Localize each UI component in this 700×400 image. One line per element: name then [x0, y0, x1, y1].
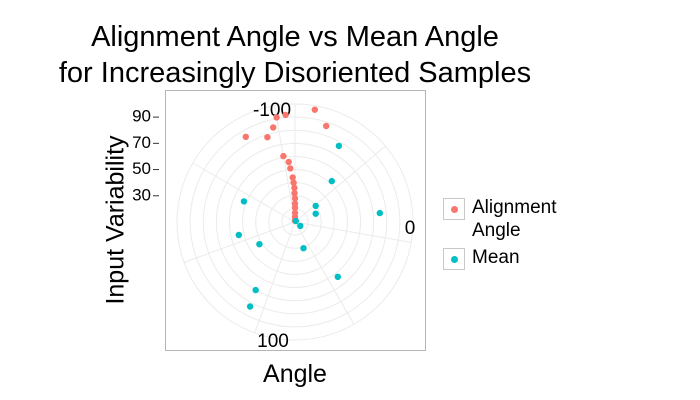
- angle-grid-spoke: [192, 162, 296, 223]
- legend-marker-icon: [451, 256, 458, 263]
- radial-tick-label: 30: [132, 185, 151, 204]
- angle-grid-spoke: [183, 221, 296, 263]
- radial-tick-label: 90: [132, 107, 151, 126]
- legend-marker-icon: [451, 206, 458, 213]
- mean-point: [240, 198, 248, 205]
- angle-grid-spoke: [294, 221, 412, 243]
- angle-grid-spoke: [274, 105, 296, 223]
- legend-label: Alignment Angle: [472, 197, 557, 241]
- angle-tick-label: 100: [257, 331, 289, 352]
- mean-point: [335, 142, 343, 150]
- alignment-angle-point: [291, 204, 299, 211]
- alignment-angle-point: [287, 165, 294, 172]
- mean-point: [256, 241, 263, 248]
- chart-title-line-2: for Increasingly Disoriented Samples: [58, 57, 532, 89]
- alignment-angle-point: [289, 174, 296, 181]
- alignment-angle-point: [291, 190, 298, 197]
- angle-grid-spoke: [294, 221, 355, 325]
- mean-point: [376, 209, 383, 217]
- mean-point: [312, 202, 319, 210]
- mean-point: [328, 177, 335, 185]
- legend-key: [443, 248, 465, 270]
- legend-label: Mean: [472, 247, 520, 268]
- mean-point: [297, 222, 304, 230]
- mean-point: [252, 286, 259, 294]
- mean-point: [312, 210, 319, 217]
- alignment-angle-point: [264, 134, 271, 141]
- alignment-angle-point: [311, 106, 318, 113]
- alignment-angle-point: [323, 122, 330, 130]
- legend-key: [443, 198, 465, 220]
- radial-tick-label: 70: [132, 133, 151, 152]
- mean-point: [300, 245, 307, 252]
- radial-tick-label: 50: [132, 159, 151, 178]
- alignment-angle-point: [291, 195, 299, 202]
- mean-point: [334, 273, 341, 280]
- angle-grid-spoke: [294, 145, 386, 223]
- x-axis-label: Angle: [263, 360, 327, 388]
- angle-tick-label: 0: [405, 218, 416, 239]
- chart-title-line-1: Alignment Angle vs Mean Angle: [91, 21, 499, 53]
- alignment-angle-point: [242, 133, 249, 140]
- alignment-angle-point: [285, 158, 292, 166]
- alignment-angle-point: [282, 111, 289, 119]
- alignment-angle-point: [280, 152, 287, 160]
- mean-point: [235, 231, 242, 239]
- mean-point: [246, 303, 254, 310]
- alignment-angle-point: [290, 179, 297, 186]
- angle-grid-spoke: [254, 221, 296, 334]
- alignment-angle-point: [270, 124, 277, 131]
- mean-point: [292, 217, 299, 225]
- alignment-angle-point: [291, 184, 298, 192]
- y-axis-label: Input Variability: [101, 135, 130, 305]
- angle-tick-label: -100: [253, 100, 291, 121]
- alignment-angle-point: [273, 114, 280, 121]
